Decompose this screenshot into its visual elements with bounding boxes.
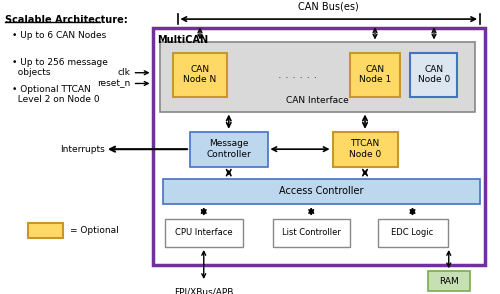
Text: CAN Interface: CAN Interface xyxy=(286,96,349,105)
FancyBboxPatch shape xyxy=(172,53,228,97)
Text: CPU Interface: CPU Interface xyxy=(175,228,233,238)
Text: clk: clk xyxy=(117,68,130,77)
Text: CAN
Node 0: CAN Node 0 xyxy=(418,65,450,84)
Text: CAN
Node 1: CAN Node 1 xyxy=(359,65,391,84)
Text: List Controller: List Controller xyxy=(282,228,341,238)
Text: Scalable Architecture:: Scalable Architecture: xyxy=(5,15,128,25)
Text: CAN
Node N: CAN Node N xyxy=(184,65,216,84)
Text: TTCAN
Node 0: TTCAN Node 0 xyxy=(349,139,381,159)
FancyBboxPatch shape xyxy=(350,53,400,97)
FancyBboxPatch shape xyxy=(428,271,470,291)
Text: Message
Controller: Message Controller xyxy=(206,139,251,159)
Text: • Optional TTCAN
  Level 2 on Node 0: • Optional TTCAN Level 2 on Node 0 xyxy=(12,85,100,104)
Text: • Up to 256 message
  objects: • Up to 256 message objects xyxy=(12,58,108,77)
Text: = Optional: = Optional xyxy=(70,226,119,235)
Text: CAN Bus(es): CAN Bus(es) xyxy=(298,1,359,11)
Text: EDC Logic: EDC Logic xyxy=(392,228,434,238)
FancyBboxPatch shape xyxy=(160,42,475,112)
FancyBboxPatch shape xyxy=(162,179,480,204)
Text: reset_n: reset_n xyxy=(97,79,130,88)
FancyBboxPatch shape xyxy=(410,53,458,97)
FancyBboxPatch shape xyxy=(378,219,448,247)
FancyBboxPatch shape xyxy=(152,29,485,265)
FancyBboxPatch shape xyxy=(165,219,242,247)
Text: FPI/XBus/APB: FPI/XBus/APB xyxy=(174,287,234,294)
FancyBboxPatch shape xyxy=(190,132,268,167)
FancyBboxPatch shape xyxy=(332,132,398,167)
Text: RAM: RAM xyxy=(439,277,458,286)
Text: • Up to 6 CAN Nodes: • Up to 6 CAN Nodes xyxy=(12,31,107,40)
FancyBboxPatch shape xyxy=(28,223,62,238)
Text: MultiCAN: MultiCAN xyxy=(158,35,208,45)
Text: Interrupts: Interrupts xyxy=(60,145,105,154)
FancyBboxPatch shape xyxy=(272,219,350,247)
Text: Access Controller: Access Controller xyxy=(279,186,363,196)
Text: . . . . . .: . . . . . . xyxy=(278,70,317,80)
